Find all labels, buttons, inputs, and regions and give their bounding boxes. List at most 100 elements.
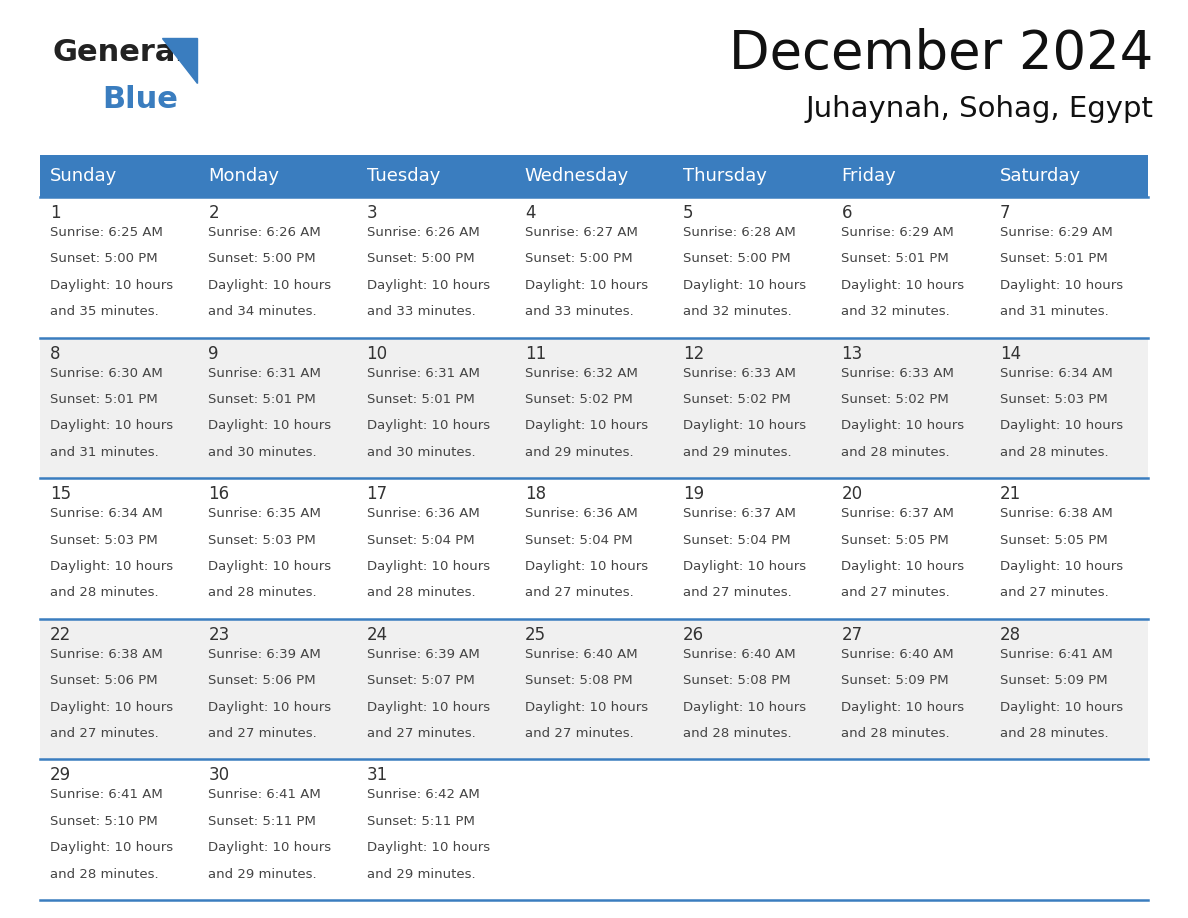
Text: Sunrise: 6:32 AM: Sunrise: 6:32 AM <box>525 366 638 380</box>
Text: 30: 30 <box>208 767 229 784</box>
Text: Sunset: 5:04 PM: Sunset: 5:04 PM <box>367 533 474 546</box>
Bar <box>674 619 832 759</box>
Bar <box>990 155 1148 197</box>
Text: Daylight: 10 hours: Daylight: 10 hours <box>367 700 489 713</box>
Text: and 34 minutes.: and 34 minutes. <box>208 306 317 319</box>
Text: Daylight: 10 hours: Daylight: 10 hours <box>50 279 173 292</box>
Bar <box>674 197 832 338</box>
Text: Sunrise: 6:27 AM: Sunrise: 6:27 AM <box>525 226 638 239</box>
Text: Sunrise: 6:39 AM: Sunrise: 6:39 AM <box>367 648 479 661</box>
Bar <box>40 619 198 759</box>
Text: Sunset: 5:04 PM: Sunset: 5:04 PM <box>683 533 791 546</box>
Text: Sunset: 5:10 PM: Sunset: 5:10 PM <box>50 815 158 828</box>
Text: Sunset: 5:06 PM: Sunset: 5:06 PM <box>50 674 158 688</box>
Text: 3: 3 <box>367 204 378 222</box>
Text: Sunrise: 6:36 AM: Sunrise: 6:36 AM <box>367 508 479 521</box>
Text: Sunrise: 6:40 AM: Sunrise: 6:40 AM <box>683 648 796 661</box>
Bar <box>514 759 674 900</box>
Bar <box>832 155 990 197</box>
Text: Sunrise: 6:38 AM: Sunrise: 6:38 AM <box>50 648 163 661</box>
Text: Sunset: 5:11 PM: Sunset: 5:11 PM <box>367 815 474 828</box>
Text: Sunset: 5:01 PM: Sunset: 5:01 PM <box>208 393 316 406</box>
Text: Sunrise: 6:34 AM: Sunrise: 6:34 AM <box>50 508 163 521</box>
Bar <box>40 338 198 478</box>
Text: Juhaynah, Sohag, Egypt: Juhaynah, Sohag, Egypt <box>805 95 1154 123</box>
Text: Sunset: 5:08 PM: Sunset: 5:08 PM <box>525 674 632 688</box>
Text: Daylight: 10 hours: Daylight: 10 hours <box>50 841 173 855</box>
Bar <box>674 478 832 619</box>
Text: Sunrise: 6:38 AM: Sunrise: 6:38 AM <box>1000 508 1112 521</box>
Text: 14: 14 <box>1000 344 1020 363</box>
Text: 20: 20 <box>841 486 862 503</box>
Text: Sunset: 5:00 PM: Sunset: 5:00 PM <box>367 252 474 265</box>
Text: Daylight: 10 hours: Daylight: 10 hours <box>841 279 965 292</box>
Text: and 29 minutes.: and 29 minutes. <box>208 868 317 880</box>
Text: 2: 2 <box>208 204 219 222</box>
Text: Sunset: 5:05 PM: Sunset: 5:05 PM <box>1000 533 1107 546</box>
Text: Sunday: Sunday <box>50 167 118 185</box>
Bar <box>198 478 356 619</box>
Text: Sunset: 5:05 PM: Sunset: 5:05 PM <box>841 533 949 546</box>
Text: 11: 11 <box>525 344 546 363</box>
Text: Sunset: 5:02 PM: Sunset: 5:02 PM <box>841 393 949 406</box>
Text: 8: 8 <box>50 344 61 363</box>
Text: 18: 18 <box>525 486 546 503</box>
Bar <box>198 759 356 900</box>
Bar <box>674 759 832 900</box>
Text: Daylight: 10 hours: Daylight: 10 hours <box>525 279 647 292</box>
Text: Sunrise: 6:29 AM: Sunrise: 6:29 AM <box>841 226 954 239</box>
Text: and 28 minutes.: and 28 minutes. <box>367 587 475 599</box>
Text: Daylight: 10 hours: Daylight: 10 hours <box>683 560 807 573</box>
Text: and 29 minutes.: and 29 minutes. <box>367 868 475 880</box>
Bar <box>356 759 514 900</box>
Text: and 27 minutes.: and 27 minutes. <box>50 727 159 740</box>
Text: Daylight: 10 hours: Daylight: 10 hours <box>208 279 331 292</box>
Text: 31: 31 <box>367 767 387 784</box>
Text: Sunset: 5:06 PM: Sunset: 5:06 PM <box>208 674 316 688</box>
Text: Sunset: 5:09 PM: Sunset: 5:09 PM <box>1000 674 1107 688</box>
Text: 1: 1 <box>50 204 61 222</box>
Text: Sunset: 5:01 PM: Sunset: 5:01 PM <box>367 393 474 406</box>
Polygon shape <box>162 38 197 83</box>
Text: 15: 15 <box>50 486 71 503</box>
Text: Daylight: 10 hours: Daylight: 10 hours <box>208 841 331 855</box>
Text: Daylight: 10 hours: Daylight: 10 hours <box>841 560 965 573</box>
Text: Sunset: 5:00 PM: Sunset: 5:00 PM <box>683 252 791 265</box>
Text: and 27 minutes.: and 27 minutes. <box>683 587 792 599</box>
Text: Sunrise: 6:33 AM: Sunrise: 6:33 AM <box>683 366 796 380</box>
Text: and 28 minutes.: and 28 minutes. <box>50 587 159 599</box>
Text: and 31 minutes.: and 31 minutes. <box>1000 306 1108 319</box>
Text: and 27 minutes.: and 27 minutes. <box>841 587 950 599</box>
Text: Daylight: 10 hours: Daylight: 10 hours <box>683 420 807 432</box>
Text: and 30 minutes.: and 30 minutes. <box>208 446 317 459</box>
Text: Sunrise: 6:40 AM: Sunrise: 6:40 AM <box>525 648 638 661</box>
Text: and 33 minutes.: and 33 minutes. <box>367 306 475 319</box>
Text: Sunset: 5:00 PM: Sunset: 5:00 PM <box>525 252 632 265</box>
Text: 29: 29 <box>50 767 71 784</box>
Bar <box>198 338 356 478</box>
Text: and 32 minutes.: and 32 minutes. <box>683 306 792 319</box>
Text: Sunset: 5:02 PM: Sunset: 5:02 PM <box>525 393 632 406</box>
Text: 9: 9 <box>208 344 219 363</box>
Text: Sunset: 5:03 PM: Sunset: 5:03 PM <box>208 533 316 546</box>
Bar <box>356 197 514 338</box>
Text: Sunrise: 6:42 AM: Sunrise: 6:42 AM <box>367 789 479 801</box>
Bar <box>356 155 514 197</box>
Bar <box>832 759 990 900</box>
Text: 17: 17 <box>367 486 387 503</box>
Bar <box>832 619 990 759</box>
Text: 28: 28 <box>1000 626 1020 644</box>
Text: 26: 26 <box>683 626 704 644</box>
Text: and 30 minutes.: and 30 minutes. <box>367 446 475 459</box>
Text: Daylight: 10 hours: Daylight: 10 hours <box>367 420 489 432</box>
Text: and 28 minutes.: and 28 minutes. <box>1000 727 1108 740</box>
Text: 5: 5 <box>683 204 694 222</box>
Text: December 2024: December 2024 <box>728 28 1154 80</box>
Text: Wednesday: Wednesday <box>525 167 630 185</box>
Bar <box>198 619 356 759</box>
Text: Sunrise: 6:37 AM: Sunrise: 6:37 AM <box>683 508 796 521</box>
Bar <box>40 759 198 900</box>
Text: Sunset: 5:00 PM: Sunset: 5:00 PM <box>50 252 158 265</box>
Bar <box>990 338 1148 478</box>
Text: 12: 12 <box>683 344 704 363</box>
